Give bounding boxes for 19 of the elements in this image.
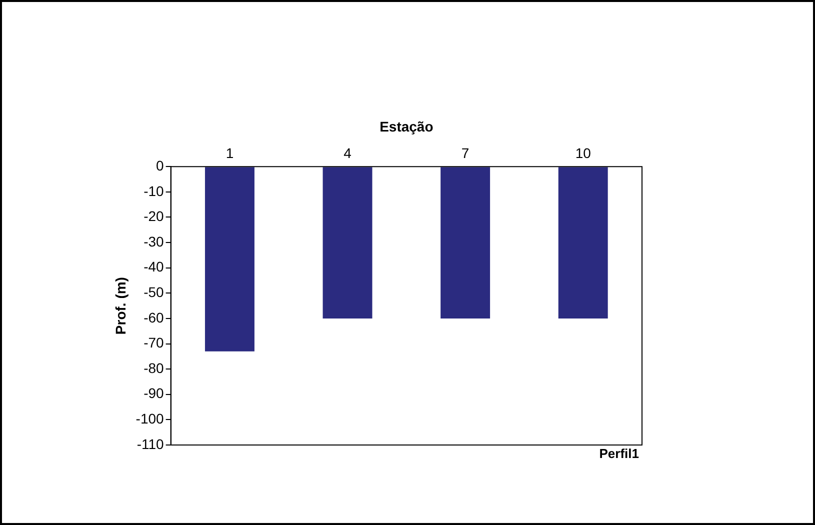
- x-tick-label: 10: [575, 145, 592, 162]
- y-axis-title: Prof. (m): [112, 277, 128, 335]
- y-tick-label: -100: [136, 410, 164, 427]
- y-tick-label: -10: [144, 182, 164, 199]
- x-axis-title: Estação: [380, 118, 434, 134]
- y-tick-label: -90: [144, 385, 164, 402]
- y-tick-label: -40: [144, 258, 164, 275]
- x-tick-label: 1: [226, 145, 234, 162]
- y-tick-label: -80: [144, 360, 164, 376]
- y-tick-label: -30: [144, 233, 164, 250]
- x-tick-label: 4: [344, 145, 352, 162]
- y-tick-label: 0: [156, 157, 164, 174]
- x-tick-label: 7: [461, 145, 470, 162]
- y-tick-label: -50: [144, 284, 164, 300]
- y-tick-label: -110: [136, 436, 164, 452]
- y-tick-label: -20: [144, 208, 164, 224]
- text: Perfil1: [599, 446, 639, 462]
- y-tick-label: -60: [144, 309, 164, 326]
- y-tick-label: -70: [144, 334, 164, 351]
